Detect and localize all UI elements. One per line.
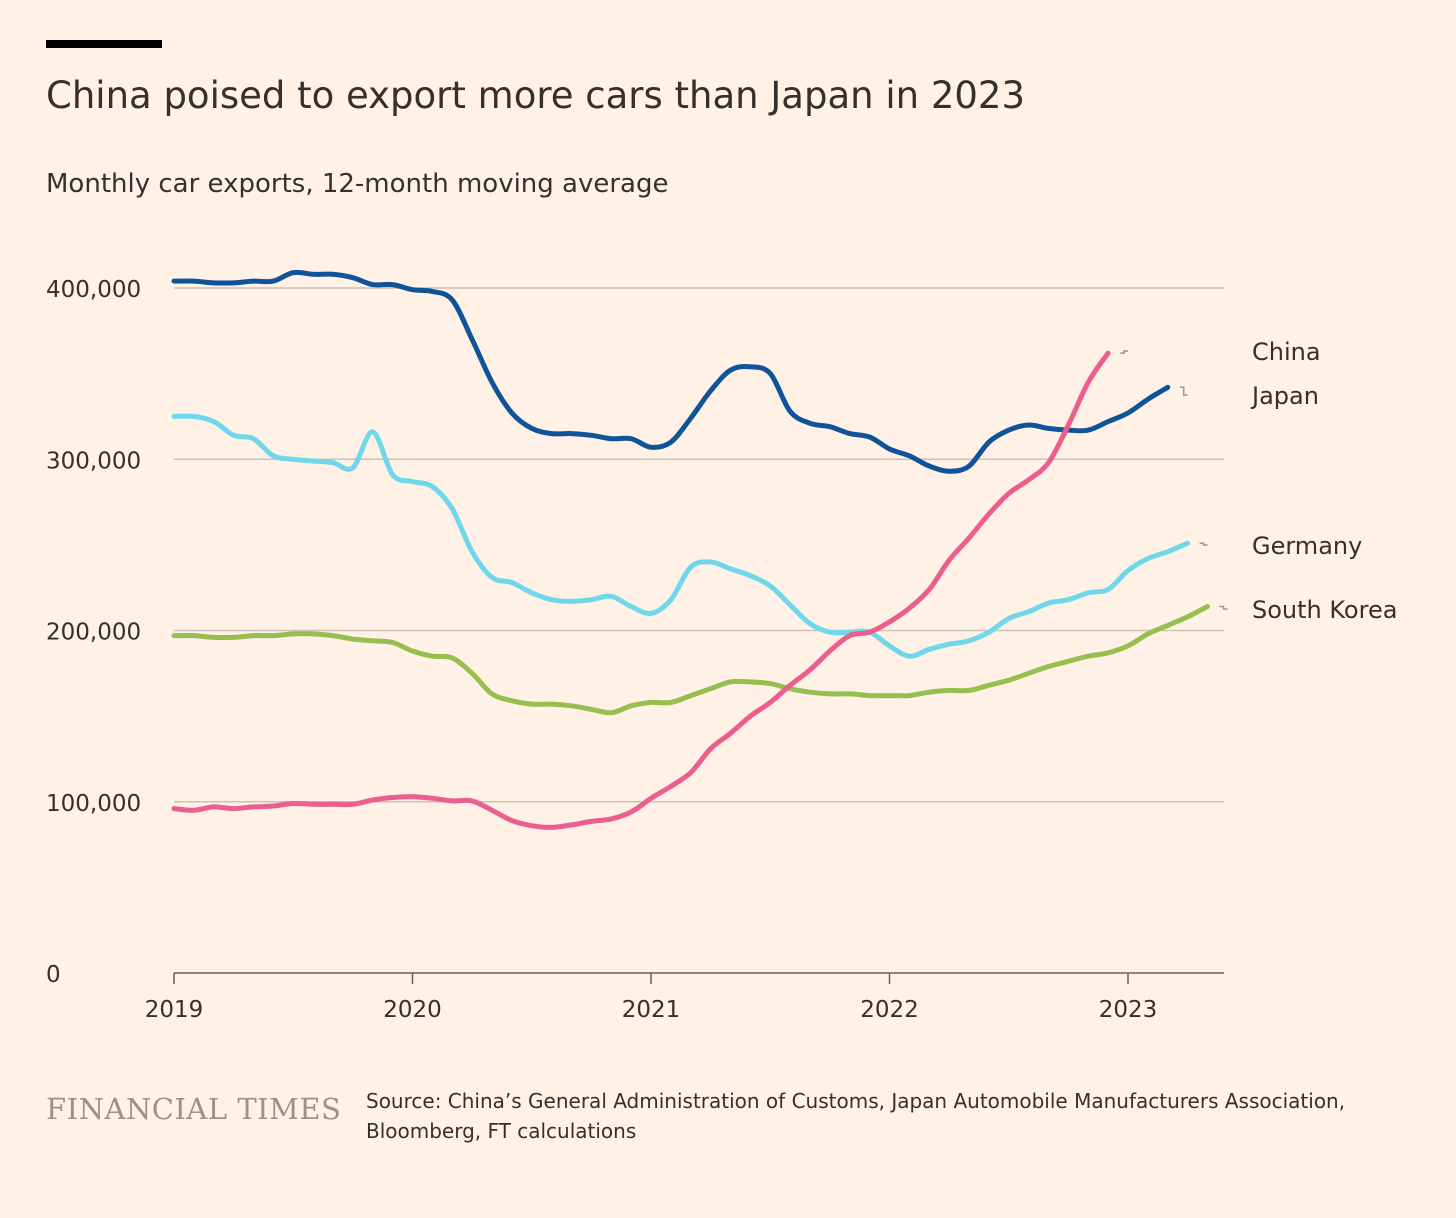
- label-connector-south-korea: [1219, 605, 1228, 610]
- y-tick-label: 200,000: [46, 620, 141, 646]
- x-axis-labels: 2019 2020 2021 2022 2023: [145, 997, 1158, 1023]
- x-tick-label: 2021: [622, 997, 681, 1023]
- series-line-south-korea: [171, 604, 1210, 716]
- y-axis-labels: 0 100,000 200,000 300,000 400,000: [46, 277, 141, 988]
- ft-logo: FINANCIAL TIMES: [46, 1092, 342, 1126]
- top-rule: [46, 40, 162, 48]
- label-connector-japan: [1179, 386, 1188, 396]
- chart-subtitle: Monthly car exports, 12-month moving ave…: [46, 169, 669, 199]
- series-lines: [171, 269, 1210, 830]
- series-line-china: [171, 350, 1111, 830]
- series-labels: South Korea Germany Japan China: [1120, 338, 1397, 624]
- series-label-germany: Germany: [1252, 532, 1362, 560]
- x-tick-label: 2022: [860, 997, 919, 1023]
- x-tick-label: 2019: [145, 997, 204, 1023]
- series-label-japan: Japan: [1250, 382, 1319, 410]
- source-note: Source: China’s General Administration o…: [366, 1089, 1346, 1143]
- y-tick-label: 400,000: [46, 277, 141, 303]
- gridlines: [174, 287, 1224, 803]
- label-connector-germany: [1199, 542, 1208, 546]
- series-label-south-korea: South Korea: [1252, 596, 1397, 624]
- x-tick-label: 2023: [1099, 997, 1158, 1023]
- series-line-japan: [171, 269, 1171, 474]
- y-tick-label: 300,000: [46, 448, 141, 474]
- x-tick-label: 2020: [383, 997, 442, 1023]
- y-tick-label: 0: [46, 962, 61, 988]
- series-line-germany: [171, 413, 1191, 659]
- label-connector-china: [1120, 350, 1129, 354]
- chart-title: China poised to export more cars than Ja…: [46, 74, 1025, 117]
- x-axis: [173, 972, 1224, 984]
- series-label-china: China: [1252, 338, 1321, 366]
- y-tick-label: 100,000: [46, 791, 141, 817]
